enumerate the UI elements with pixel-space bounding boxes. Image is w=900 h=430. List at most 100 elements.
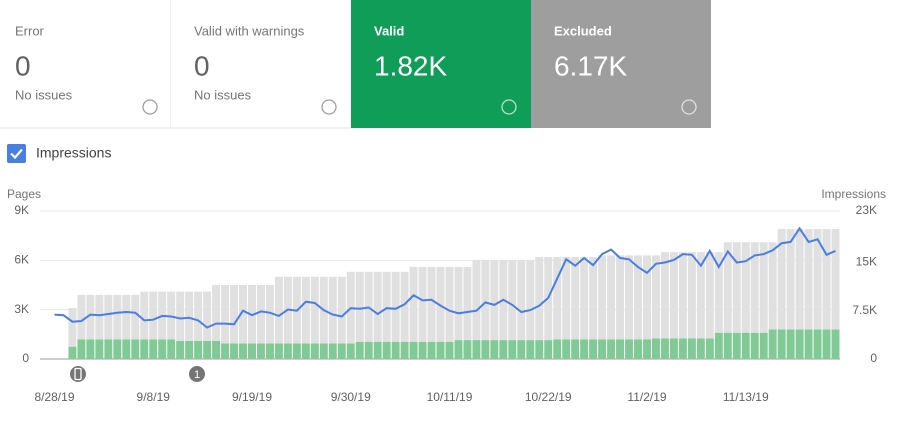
bar [391,271,400,342]
bar [283,343,292,359]
bar [409,266,418,342]
bar [185,291,194,341]
bar [472,260,481,341]
bar [256,343,265,359]
card[interactable] [531,0,711,128]
help-icon[interactable] [321,99,337,115]
bar [176,340,185,359]
bar [113,339,122,359]
bar [221,343,230,359]
bar [445,341,454,359]
bar [230,285,239,344]
bar [409,341,418,359]
bar [517,340,526,359]
bar [643,339,651,359]
bar [696,338,705,359]
y2-axis-title: Impressions [821,187,886,201]
event-marker[interactable] [70,366,86,382]
x-tick-label: 8/28/19 [34,390,74,404]
help-icon[interactable] [501,99,517,115]
card-label: Excluded [554,23,612,38]
bar [400,271,409,342]
help-icons [142,99,697,115]
bar [625,339,634,359]
bar [77,294,86,340]
bar [265,343,274,359]
bar [687,252,696,339]
bar [750,332,759,359]
bar [786,329,795,359]
bar [634,255,642,340]
bar [759,242,768,333]
bar [598,339,607,359]
bar [607,255,616,340]
bar [355,341,364,359]
bar [454,340,463,359]
bar [463,266,472,341]
card-value: 6.17K [554,50,627,81]
card[interactable] [351,0,531,128]
x-tick-label: 11/2/19 [627,390,666,404]
bar [741,242,750,333]
bar [463,340,472,359]
bar [400,341,409,359]
bar [678,338,687,359]
y-tick-label: 3K [14,302,29,316]
bar [140,339,149,359]
bar [777,229,786,330]
bar [822,229,831,330]
bar [481,340,490,359]
x-tick-label: 9/30/19 [331,390,371,404]
x-tick-label: 11/13/19 [723,390,769,404]
bar [732,242,741,333]
bar [292,343,301,359]
bar [553,257,562,340]
bar [499,340,508,359]
bar [86,294,95,340]
bar [68,346,77,359]
bar [337,276,346,344]
bar [239,343,247,359]
bar [490,260,499,341]
bar [508,340,517,359]
bar [732,332,741,359]
card[interactable] [171,0,351,128]
bar [750,242,759,333]
bar [705,338,714,359]
bar [301,276,310,344]
plot: 0 3K 6K 9K 0 7.5K 15K 23K 8/28/19 9/8/19 9/19/19 9/… [14,203,877,404]
bar [607,339,616,359]
bar [418,266,427,342]
bar [616,339,625,359]
card-value: 0 [194,50,210,81]
bar [436,341,445,359]
bar [167,291,176,340]
bar [535,257,544,341]
y2-tick-label: 23K [856,203,877,217]
card-label: Valid with warnings [194,23,305,38]
bar [122,294,131,340]
bar [804,329,813,359]
bar [95,339,104,359]
bar [328,343,337,359]
help-icon[interactable] [681,99,697,115]
bar [696,252,705,339]
bar [319,343,328,359]
event-marker[interactable] [189,366,205,382]
bar [723,242,732,333]
bar [571,257,580,340]
bar [705,252,714,339]
bar [310,276,319,344]
bar [723,332,732,359]
bar [185,340,194,359]
checkbox-label[interactable]: Impressions [36,145,111,161]
card-note: No issues [15,87,73,102]
bar [625,255,634,340]
bar [77,339,86,359]
bar [562,257,571,340]
checkbox[interactable] [7,144,26,163]
help-icon[interactable] [142,99,158,115]
bar [418,341,427,359]
bar [454,266,463,341]
